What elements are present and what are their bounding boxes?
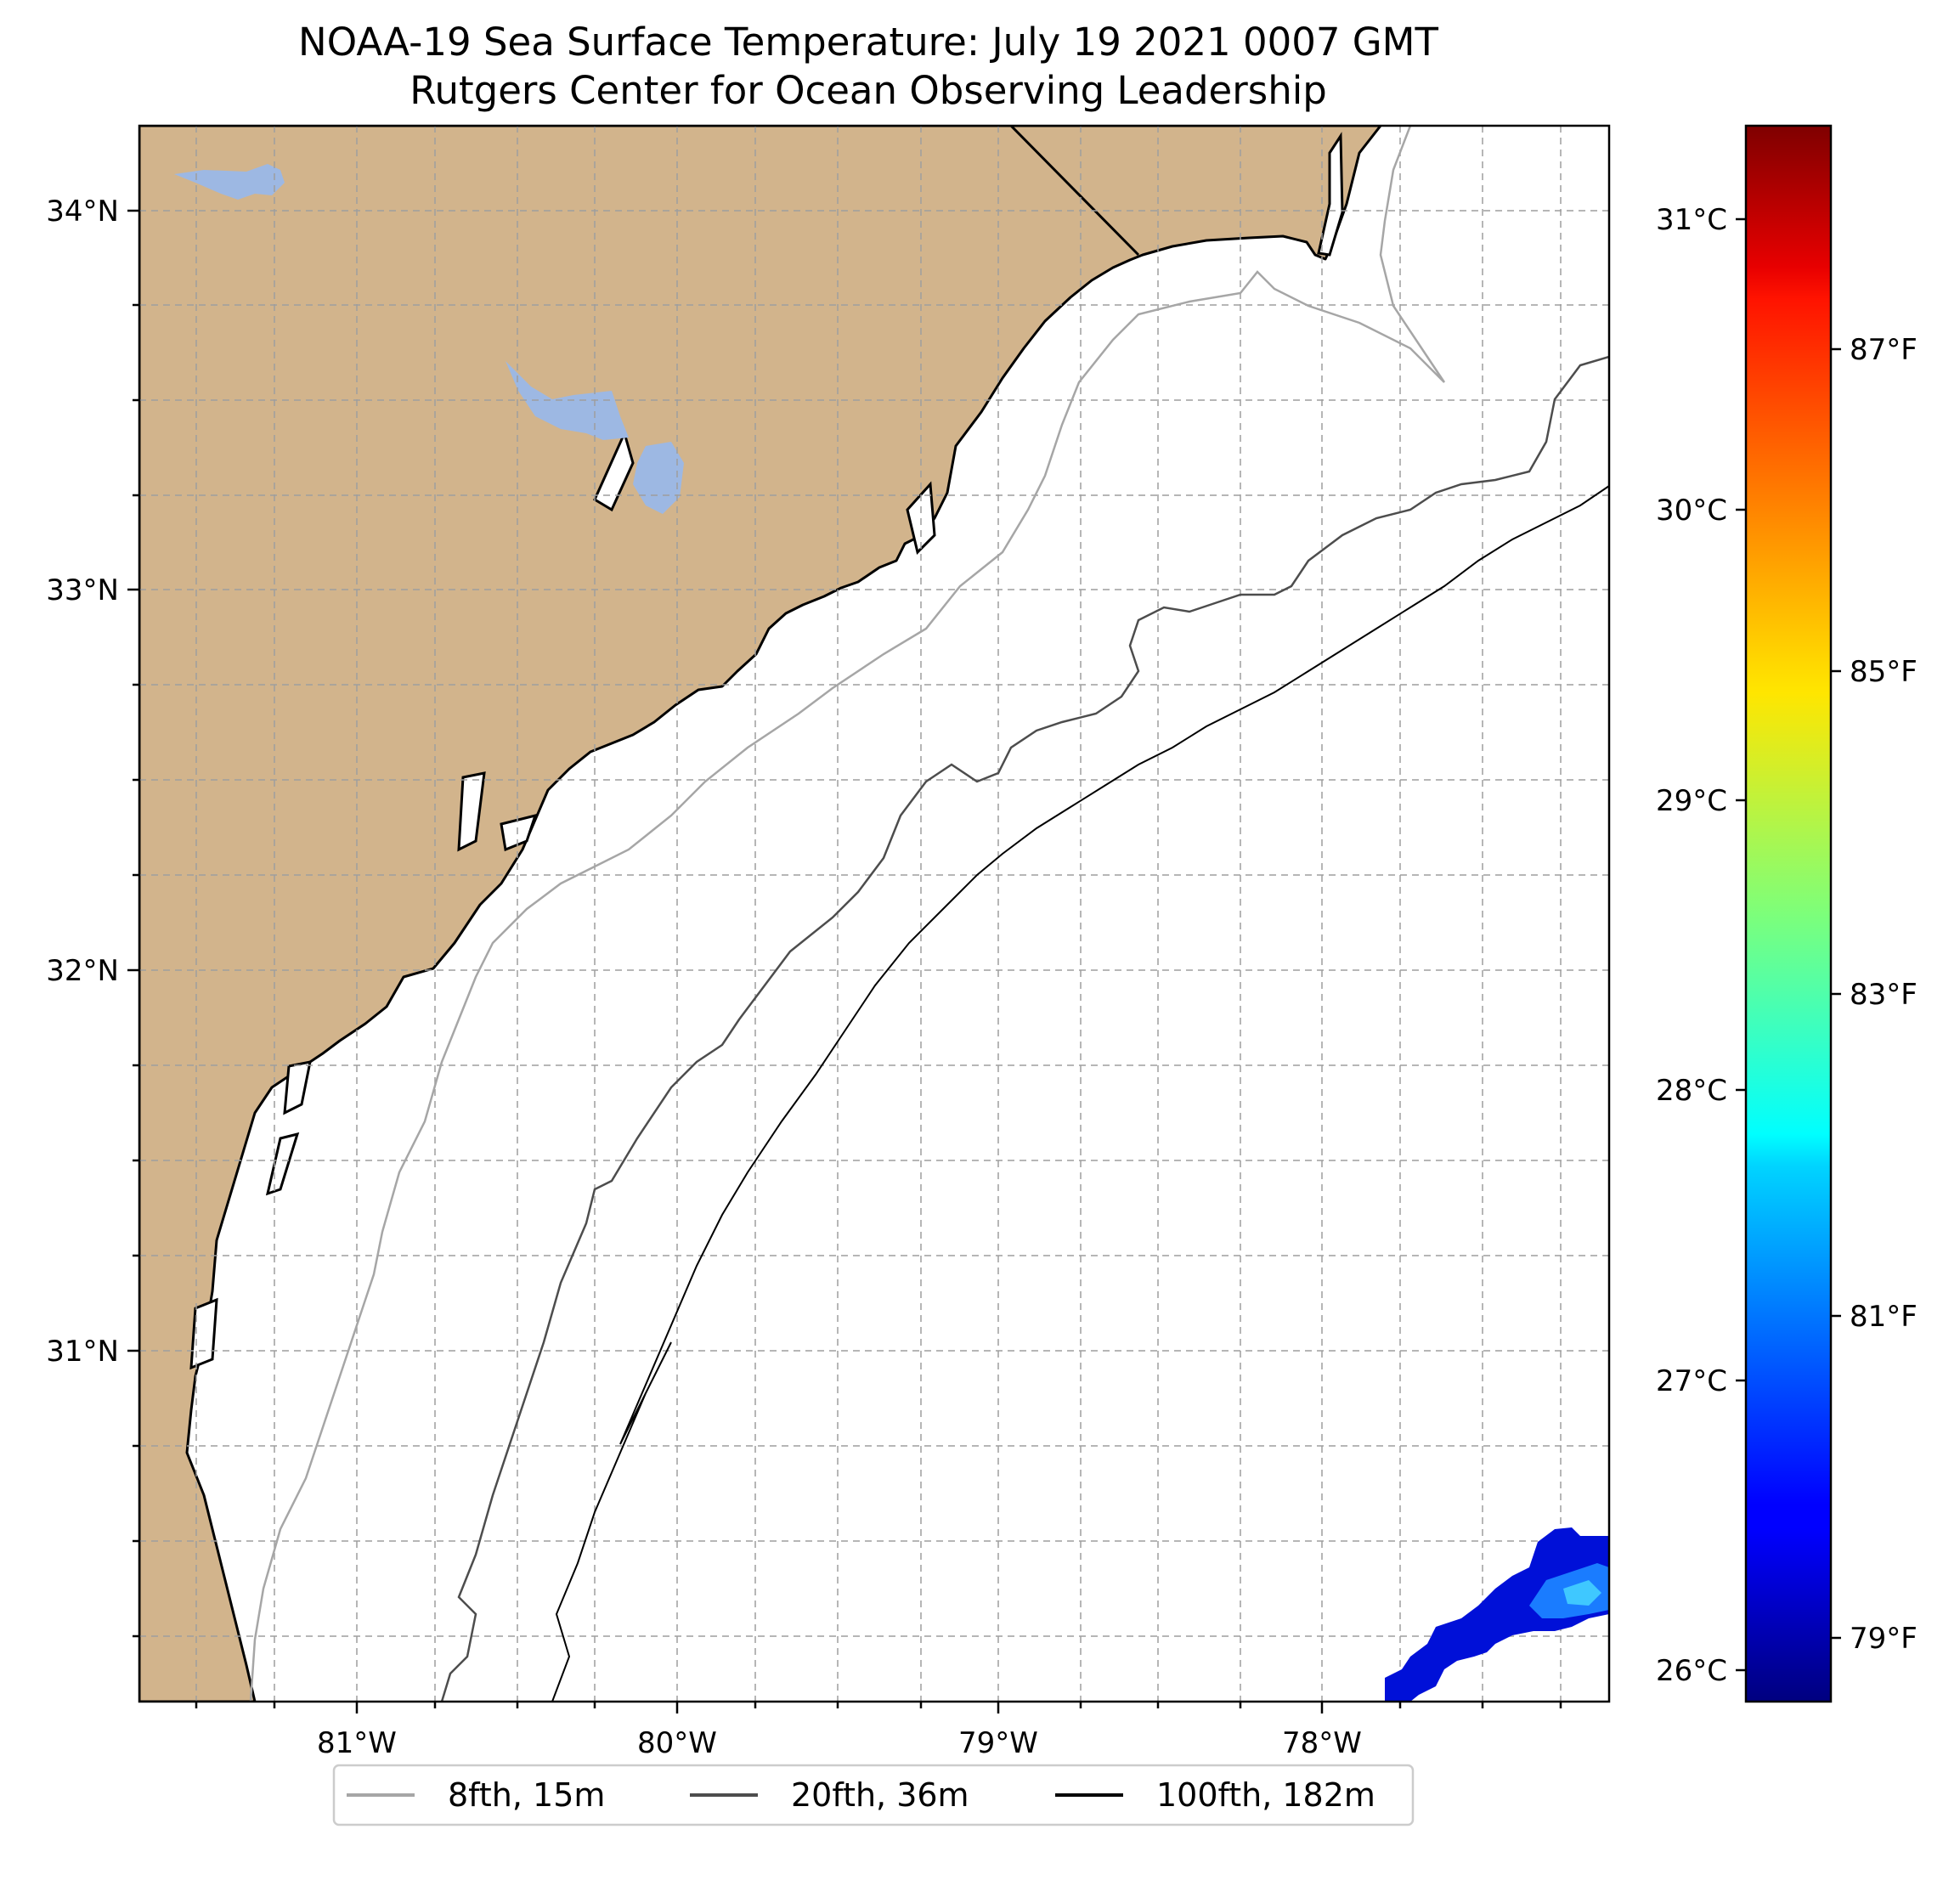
lat-label-32n: 32°N [46,954,119,988]
lon-label-80w: 80°W [637,1726,717,1760]
inlet-cumberland [189,1297,218,1370]
colorbar-f-81: 81°F [1850,1300,1918,1334]
inlet-savannah [283,1060,312,1115]
legend-label-8fth: 8fth, 15m [448,1776,605,1814]
colorbar [1744,124,1833,1703]
state-boundary [1009,126,1140,257]
colorbar-f-79: 79°F [1850,1622,1918,1656]
title-line-2: Rutgers Center for Ocean Observing Leade… [410,68,1327,113]
lon-label-79w: 79°W [958,1726,1038,1760]
lon-label-81w: 81°W [317,1726,397,1760]
land-mass [139,126,1382,1702]
inlet-winyah [593,429,635,512]
sst-data-patch [1385,1527,1609,1702]
colorbar-c-28: 28°C [1656,1074,1727,1108]
title-line-1: NOAA-19 Sea Surface Temperature: July 19… [298,20,1438,65]
legend: 8fth, 15m 20fth, 36m 100fth, 182m [332,1764,1415,1826]
isobath-8fth [249,126,1446,1702]
colorbar-ticks [1736,217,1841,1672]
legend-label-100fth: 100fth, 182m [1156,1776,1375,1814]
legend-box [332,1764,1415,1826]
legend-label-20fth: 20fth, 36m [791,1776,969,1814]
lake-marion [506,361,629,440]
colorbar-f-87: 87°F [1850,333,1918,367]
colorbar-f-85: 85°F [1850,655,1918,689]
colorbar-c-30: 30°C [1656,494,1727,528]
lon-label-78w: 78°W [1282,1726,1362,1760]
inlet-bulls [500,813,538,852]
map-frame [138,124,1611,1703]
colorbar-c-27: 27°C [1656,1364,1727,1398]
lat-label-33n: 33°N [46,573,119,607]
colorbar-f-83: 83°F [1850,978,1918,1012]
map-ticks [127,209,1562,1713]
colorbar-c-31: 31°C [1656,203,1727,237]
isobath-20fth [440,355,1609,1702]
lat-label-31n: 31°N [46,1335,119,1369]
inlet-pamlico [1317,132,1344,257]
colorbar-c-29: 29°C [1656,784,1727,818]
inlet-charleston [457,771,486,852]
colorbar-c-26: 26°C [1656,1654,1727,1688]
isobath-100fth [551,485,1609,1702]
lat-label-34n: 34°N [46,195,119,229]
lake-north [174,164,285,200]
map-area [139,126,1609,1702]
